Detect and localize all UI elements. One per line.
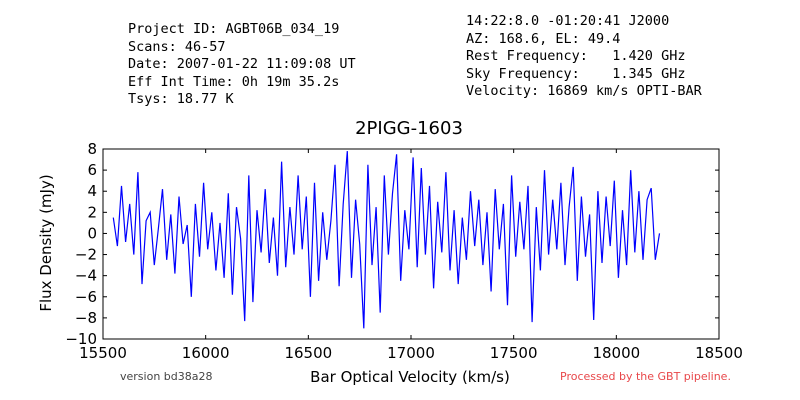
coordinates-line: 14:22:8.0 -01:20:41 J2000 — [466, 13, 670, 29]
x-tick-label: 18500 — [695, 344, 743, 362]
scans-line: Scans: 46-57 — [128, 38, 226, 55]
pipeline-credit: Processed by the GBT pipeline. — [560, 370, 731, 383]
x-tick-label: 18000 — [592, 344, 640, 362]
x-tick-label: 17000 — [387, 344, 435, 362]
x-tick-label: 17500 — [490, 344, 538, 362]
x-tick-label: 16500 — [284, 344, 332, 362]
version-label: version bd38a28 — [120, 370, 213, 383]
y-tick-label: −2 — [75, 246, 97, 264]
series-line-0 — [112, 151, 661, 329]
tsys-line: Tsys: 18.77 K — [128, 91, 234, 107]
eff-int-time-line: Eff Int Time: 0h 19m 35.2s — [128, 73, 340, 90]
y-axis-label: Flux Density (mJy) — [37, 174, 55, 311]
y-tick-label: −6 — [75, 288, 97, 306]
rest-frequency-line: Rest Frequency: 1.420 GHz — [466, 48, 686, 64]
y-tick-label: 6 — [87, 161, 97, 179]
chart-marks — [112, 151, 661, 329]
y-tick-label: 4 — [87, 182, 97, 200]
project-id-line: Project ID: AGBT06B_034_19 — [128, 21, 340, 37]
y-tick-label: 2 — [87, 203, 97, 221]
axis-ticks: 15500 16000 16500 17000 17500 18000 18500 −10 −8… — [65, 140, 743, 362]
y-tick-label: −10 — [65, 330, 97, 348]
plot-frame — [102, 148, 720, 340]
header-info-right: 14:22:8.0 -01:20:41 J2000 AZ: 168.6, EL:… — [466, 13, 702, 101]
x-axis-label: Bar Optical Velocity (km/s) — [310, 368, 510, 386]
x-tick-label: 16000 — [182, 344, 230, 362]
az-el-line: AZ: 168.6, EL: 49.4 — [466, 30, 621, 47]
header-info-left: Project ID: AGBT06B_034_19 Scans: 46-57 … — [128, 21, 356, 109]
velocity-line: Velocity: 16869 km/s OPTI-BAR — [466, 83, 702, 99]
y-tick-label: 8 — [87, 140, 97, 158]
x-tick-label: 15500 — [79, 344, 127, 362]
date-line: Date: 2007-01-22 11:09:08 UT — [128, 56, 356, 72]
y-tick-label: −4 — [75, 267, 97, 285]
chart-title: 2PIGG-1603 — [355, 118, 463, 139]
y-tick-label: −8 — [75, 309, 97, 327]
y-tick-label: 0 — [87, 224, 97, 242]
sky-frequency-line: Sky Frequency: 1.345 GHz — [466, 65, 686, 82]
